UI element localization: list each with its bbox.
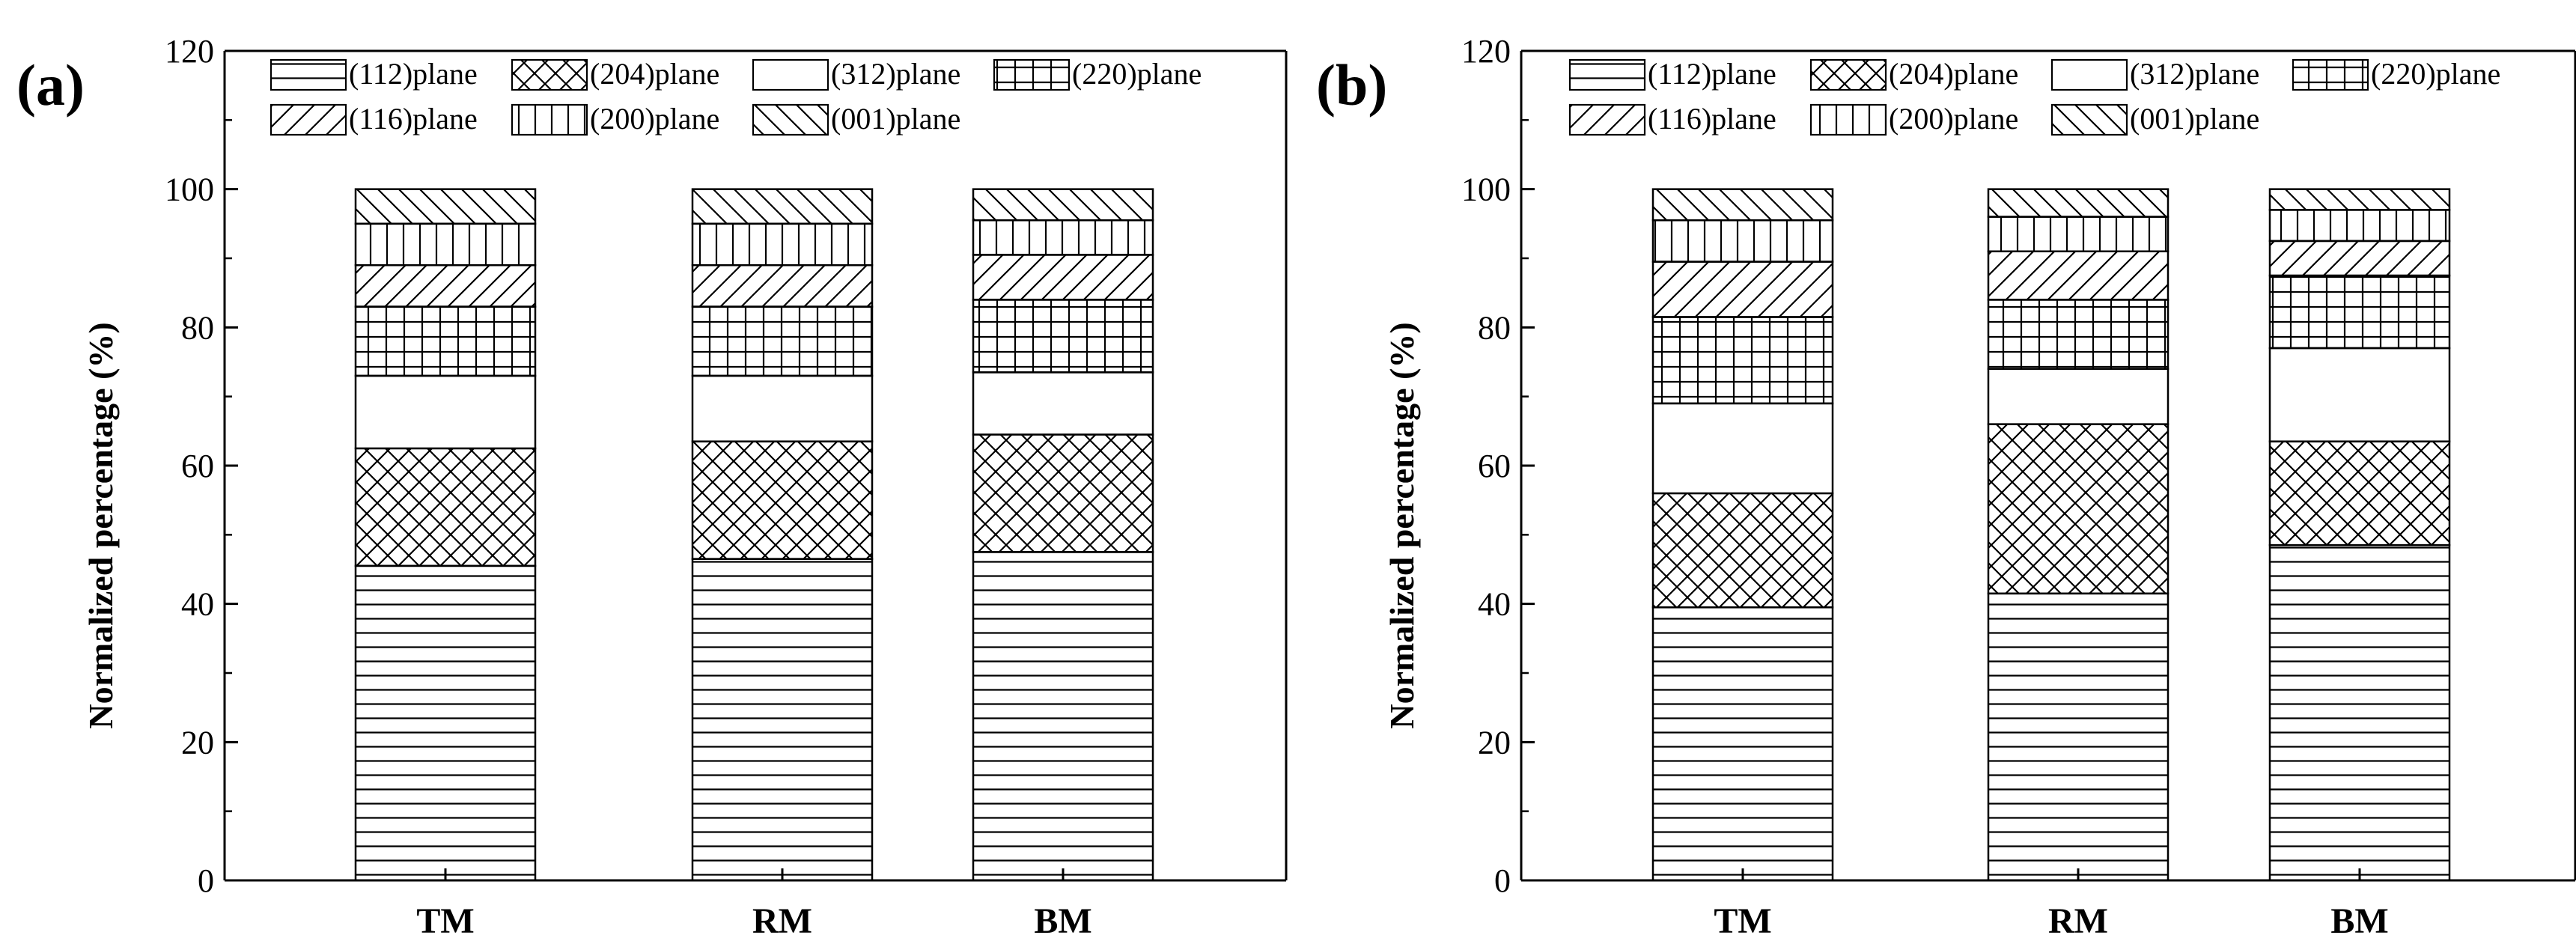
bar-segment-rm-6 [691,188,874,225]
bar-segment-bm-1 [972,433,1154,553]
bar-segment-tm-0 [354,564,537,882]
bar-segment-rm-4 [691,264,874,308]
bar-segment-bm-4 [2268,240,2451,277]
legend-swatch [1568,58,1646,91]
legend-swatch [1809,58,1887,91]
legend-swatch [1809,103,1887,136]
legend-swatch [752,103,829,136]
y-tick-label: 40 [181,586,214,623]
bar-segment-rm-4 [1987,250,2169,301]
bar-segment-bm-0 [972,551,1154,882]
x-tick-label: RM [2048,901,2108,941]
bar-segment-rm-5 [691,222,874,267]
legend-swatch [2050,58,2128,91]
legend-label: (112)plane [1648,57,1776,91]
legend-swatch [270,58,347,91]
legend-label: (001)plane [2130,102,2259,135]
bar-segment-bm-0 [2268,543,2451,882]
bar-segment-rm-6 [1987,188,2169,218]
bar-segment-rm-0 [1987,592,2169,882]
y-tick-label: 20 [1478,724,1511,761]
y-tick-label: 20 [181,724,214,761]
bar-segment-bm-5 [972,219,1154,256]
bar-segment-tm-4 [354,264,537,308]
y-tick-label: 120 [165,33,214,70]
bar-segment-tm-1 [1651,492,1834,609]
bar-segment-rm-2 [1987,368,2169,425]
panel-a: (a) TM RM BM 0 20 40 60 80 100 120 Normalized perce… [16,33,1288,941]
bar-segment-tm-5 [1651,219,1834,263]
legend-label: (116)plane [349,102,478,135]
bar-segment-tm-3 [1651,316,1834,405]
legend-swatch [752,58,829,91]
x-tick-label: RM [752,901,812,941]
y-tick-label: 60 [181,448,214,484]
y-tick-label: 100 [1461,171,1511,208]
legend-swatch [993,58,1071,91]
y-axis-title: Normalized percentage (%) [1383,322,1421,728]
legend-label: (204)plane [590,57,719,91]
bar-segment-tm-5 [354,222,537,267]
legend-label: (116)plane [1648,102,1776,135]
x-tick-label: BM [2330,901,2388,941]
x-tick-label: BM [1034,901,1091,941]
y-tick-label: 0 [198,862,214,899]
legend-label: (001)plane [831,102,960,135]
bar-segment-rm-3 [691,305,874,377]
bar-segment-rm-1 [691,440,874,560]
legend-label: (220)plane [1072,57,1202,91]
bar-segment-rm-2 [691,374,874,442]
bar-segment-bm-5 [2268,209,2451,243]
bar-segment-tm-3 [354,305,537,377]
bar-segment-tm-6 [1651,188,1834,222]
bar-segment-rm-1 [1987,423,2169,595]
bar-segment-rm-0 [691,558,874,882]
y-tick-label: 40 [1478,586,1511,623]
bar-segment-bm-3 [972,299,1154,374]
legend-swatch [511,103,588,136]
legend-label: (200)plane [1889,102,2018,135]
bar-segment-bm-2 [972,371,1154,436]
x-tick-label: TM [416,901,474,941]
bar-segment-rm-3 [1987,299,2169,370]
bar-segment-rm-5 [1987,216,2169,253]
legend-label: (312)plane [831,57,960,91]
x-tick-label: TM [1714,901,1771,941]
bar-segment-tm-2 [1651,402,1834,495]
y-tick-label: 60 [1478,448,1511,484]
legend-label: (112)plane [349,57,478,91]
bar-segment-bm-2 [2268,347,2451,442]
legend-label: (204)plane [1889,57,2018,91]
legend-swatch [1568,103,1646,136]
bar-segment-bm-3 [2268,274,2451,350]
bar-segment-bm-6 [972,188,1154,222]
bar-segment-tm-4 [1651,261,1834,318]
panel-label: (b) [1316,52,1387,118]
legend-swatch [2050,103,2128,136]
panel-label: (a) [16,52,85,118]
bar-segment-bm-6 [2268,188,2451,211]
legend-swatch [270,103,347,136]
y-tick-label: 80 [181,309,214,346]
y-tick-label: 80 [1478,309,1511,346]
legend-swatch [2292,58,2369,91]
bar-segment-tm-0 [1651,606,1834,882]
bar-segment-tm-1 [354,447,537,567]
bar-segment-tm-6 [354,188,537,225]
legend-label: (220)plane [2371,57,2500,91]
bar-segment-bm-1 [2268,440,2451,546]
legend-label: (200)plane [590,102,719,135]
y-tick-label: 120 [1461,33,1511,70]
legend-swatch [511,58,588,91]
bar-segment-tm-2 [354,374,537,450]
panel-b: (b) TM RM BM 0 20 40 60 80 100 120 Normalized perce… [1316,33,2576,941]
bar-segment-bm-4 [972,254,1154,301]
legend-label: (312)plane [2130,57,2259,91]
y-axis-title: Normalized percentage (%) [82,322,120,728]
y-tick-label: 0 [1494,862,1511,899]
y-tick-label: 100 [165,171,214,208]
